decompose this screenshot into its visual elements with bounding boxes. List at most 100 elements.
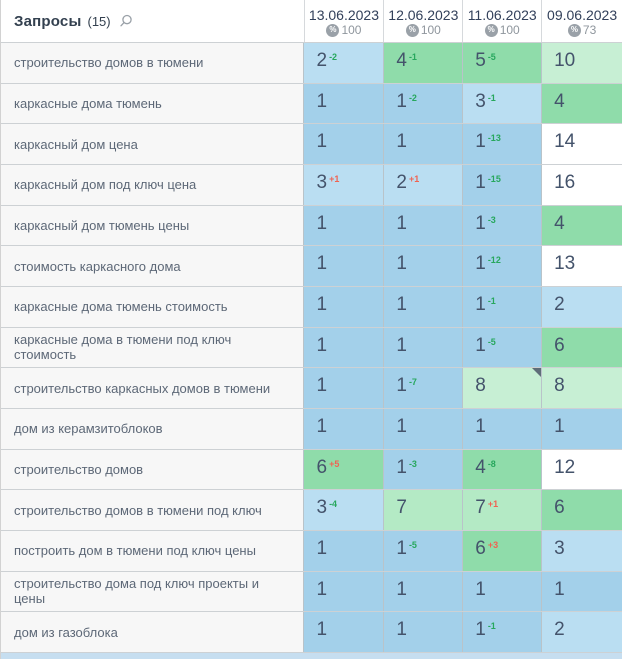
position-cell[interactable]: 1 — [303, 246, 384, 286]
query-label: стоимость каркасного дома — [14, 258, 181, 274]
position-cell[interactable]: 1 — [303, 368, 384, 408]
position-cell[interactable]: 6 +5 — [303, 449, 384, 490]
position-cell[interactable]: 2 -2 — [303, 43, 384, 83]
date-column-header[interactable]: 09.06.2023 % 73 — [541, 0, 622, 42]
position-delta: +1 — [329, 173, 340, 184]
position-delta: -5 — [487, 336, 496, 347]
query-cell[interactable]: строительство дома под ключ проекты и це… — [1, 571, 304, 612]
position-value: 2 — [316, 50, 328, 71]
position-cell[interactable]: 1 — [303, 124, 384, 164]
position-cell[interactable]: 1 — [462, 408, 542, 449]
position-cell[interactable]: 2 — [541, 612, 622, 652]
position-cell[interactable]: 4 — [541, 205, 622, 246]
position-cell[interactable]: 4 — [541, 83, 622, 124]
position-cell[interactable]: 6 — [541, 327, 622, 368]
position-cell[interactable]: 4 -1 — [383, 43, 463, 83]
position-cell[interactable]: 1 — [303, 286, 384, 327]
position-cell[interactable]: 1 -15 — [462, 164, 542, 205]
position-value: 8 — [475, 375, 486, 397]
position-cell[interactable]: 7 — [383, 490, 463, 530]
position-cell[interactable]: 3 -4 — [303, 490, 384, 530]
position-cell[interactable]: 1 -3 — [462, 205, 542, 246]
position-cell[interactable]: 1 — [383, 571, 463, 612]
query-cell[interactable]: строительство каркасных домов в тюмени — [1, 368, 304, 408]
position-cell[interactable]: 13 — [541, 246, 622, 286]
position-cell[interactable]: 14 — [541, 124, 622, 164]
position-cell[interactable]: 1 -3 — [383, 449, 463, 490]
position-cell[interactable]: 1 -13 — [462, 124, 542, 164]
query-cell[interactable]: каркасные дома тюмень стоимость — [1, 286, 304, 327]
position-value: 1 — [316, 90, 328, 112]
position-cell[interactable]: 1 — [383, 612, 463, 652]
position-cell[interactable]: 1 — [383, 327, 463, 368]
query-cell[interactable]: строительство домов — [1, 449, 304, 490]
position-cell[interactable]: 10 — [541, 43, 622, 83]
query-cell[interactable]: каркасные дома в тюмени под ключ стоимос… — [1, 327, 304, 368]
position-cell[interactable]: 1 — [541, 571, 622, 612]
position-cell[interactable]: 7 +1 — [462, 490, 542, 530]
search-icon[interactable] — [119, 14, 133, 28]
position-delta: -2 — [329, 52, 338, 62]
position-cell[interactable]: 1 -5 — [383, 530, 463, 571]
position-cell[interactable]: 5 -5 — [462, 43, 542, 83]
position-cell[interactable]: 1 — [383, 286, 463, 327]
position-cell[interactable]: 3 — [541, 530, 622, 571]
query-label: каркасный дом под ключ цена — [14, 177, 197, 193]
position-cell[interactable]: 1 — [303, 327, 384, 368]
table-row: каркасные дома в тюмени под ключ стоимос… — [1, 326, 622, 368]
query-cell[interactable]: каркасный дом цена — [1, 124, 304, 164]
position-cell[interactable]: 1 — [383, 246, 463, 286]
query-cell[interactable]: строительство домов в тюмени под ключ — [1, 490, 304, 530]
date-column-header[interactable]: 13.06.2023 % 100 — [303, 0, 384, 42]
position-cell[interactable]: 1 — [541, 408, 622, 449]
position-value: 6 — [554, 334, 565, 356]
position-cell[interactable]: 8 — [462, 368, 542, 408]
position-cell[interactable]: 1 -1 — [462, 612, 542, 652]
position-cell[interactable]: 1 -7 — [383, 368, 463, 408]
position-cell[interactable]: 1 — [383, 205, 463, 246]
date-column-header[interactable]: 12.06.2023 % 100 — [383, 0, 462, 42]
query-cell[interactable]: стоимость каркасного дома — [1, 246, 304, 286]
position-cell[interactable]: 1 -1 — [462, 286, 542, 327]
position-value: 3 — [316, 497, 328, 519]
position-cell[interactable]: 1 -5 — [462, 327, 542, 368]
position-cell[interactable]: 1 — [303, 571, 384, 612]
position-cell[interactable]: 6 — [541, 490, 622, 530]
date-column-header[interactable]: 11.06.2023 % 100 — [462, 0, 541, 42]
percent-icon: % — [405, 23, 419, 37]
position-cell[interactable]: 2 +1 — [383, 164, 463, 205]
queries-header[interactable]: Запросы (15) — [1, 0, 304, 42]
position-cell[interactable]: 1 -2 — [383, 83, 463, 124]
position-value: 1 — [396, 293, 407, 315]
position-cell[interactable]: 4 -8 — [462, 449, 542, 490]
position-cell[interactable]: 8 — [541, 368, 622, 408]
position-cell[interactable]: 3 -1 — [462, 83, 542, 124]
position-cell[interactable]: 1 — [303, 408, 384, 449]
position-cell[interactable]: 16 — [541, 164, 622, 205]
position-cell[interactable]: 6 +3 — [462, 530, 542, 571]
position-cell[interactable]: 2 — [541, 286, 622, 327]
position-value: 1 — [475, 415, 486, 437]
position-cell[interactable]: 1 — [303, 83, 384, 124]
query-cell[interactable]: каркасный дом тюмень цены — [1, 205, 304, 246]
query-cell[interactable]: дом из керамзитоблоков — [1, 408, 304, 449]
table-body: строительство домов в тюмени 2 -2 4 -1 5… — [1, 42, 622, 652]
query-cell[interactable]: дом из газоблока — [1, 612, 304, 652]
query-label: дом из керамзитоблоков — [14, 421, 163, 437]
note-corner-marker — [532, 368, 542, 378]
percent-icon: % — [567, 23, 581, 37]
position-cell[interactable]: 1 — [303, 205, 384, 246]
position-cell[interactable]: 12 — [541, 449, 622, 490]
position-cell[interactable]: 1 -12 — [462, 246, 542, 286]
position-value: 1 — [396, 578, 407, 600]
position-cell[interactable]: 1 — [383, 124, 463, 164]
position-cell[interactable]: 3 +1 — [303, 164, 384, 205]
position-cell[interactable]: 1 — [383, 408, 463, 449]
query-cell[interactable]: построить дом в тюмени под ключ цены — [1, 530, 304, 571]
position-cell[interactable]: 1 — [303, 530, 384, 571]
position-cell[interactable]: 1 — [462, 571, 542, 612]
query-cell[interactable]: каркасный дом под ключ цена — [1, 164, 304, 205]
query-cell[interactable]: строительство домов в тюмени — [1, 43, 304, 83]
query-cell[interactable]: каркасные дома тюмень — [1, 83, 304, 124]
position-cell[interactable]: 1 — [303, 612, 384, 652]
